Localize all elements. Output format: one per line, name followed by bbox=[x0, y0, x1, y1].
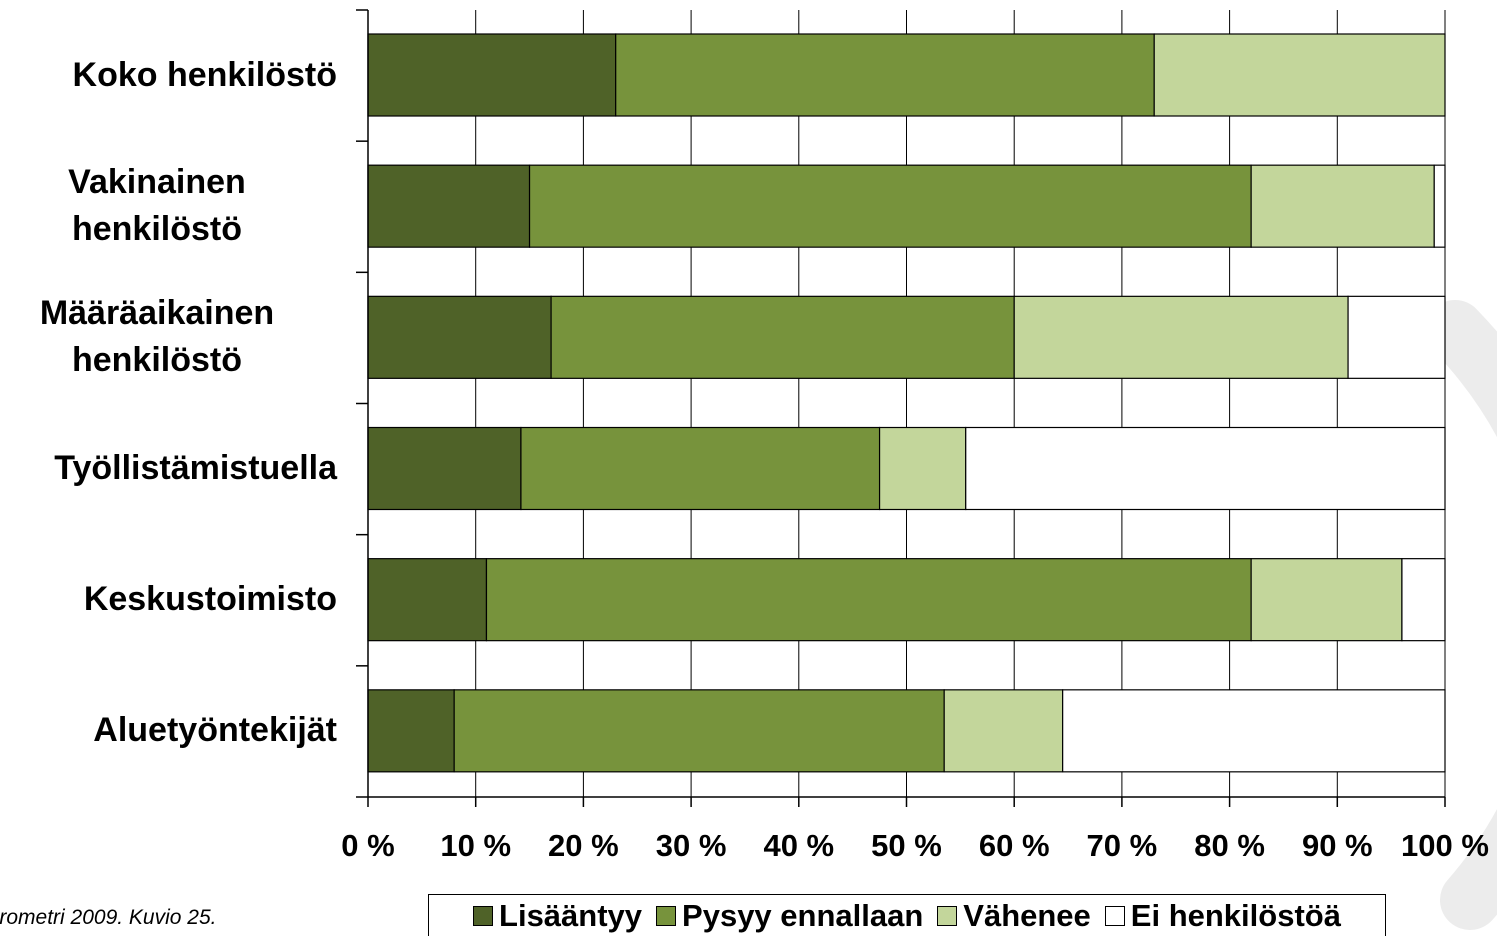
bar-segment bbox=[944, 690, 1062, 772]
legend-swatch bbox=[656, 906, 676, 926]
category-label: Aluetyöntekijät bbox=[0, 707, 337, 754]
bar-segment bbox=[368, 165, 530, 247]
category-label-line: Määräaikainen bbox=[0, 290, 337, 337]
x-tick-label: 100 % bbox=[1390, 828, 1497, 864]
bar-segment bbox=[1063, 690, 1445, 772]
category-label-line: Koko henkilöstö bbox=[0, 52, 337, 99]
legend-item: Ei henkilöstöä bbox=[1105, 898, 1341, 934]
bar-segment bbox=[530, 165, 1252, 247]
bar-segment bbox=[1014, 296, 1348, 378]
category-label: Keskustoimisto bbox=[0, 576, 337, 623]
bar-segment bbox=[616, 34, 1154, 116]
gridlines bbox=[368, 10, 1445, 797]
x-tick-label: 70 % bbox=[1067, 828, 1177, 864]
bar-segment bbox=[454, 690, 944, 772]
legend-label: Pysyy ennallaan bbox=[682, 898, 923, 934]
legend-label: Lisääntyy bbox=[499, 898, 642, 934]
category-label: Koko henkilöstö bbox=[0, 52, 337, 99]
category-label: Työllistämistuella bbox=[0, 445, 337, 492]
legend-swatch bbox=[1105, 906, 1125, 926]
bar-segment bbox=[368, 428, 521, 510]
legend: Lisääntyy Pysyy ennallaan Vähenee Ei henkil… bbox=[428, 894, 1386, 936]
bar-segment bbox=[1251, 559, 1402, 641]
legend-swatch bbox=[473, 906, 493, 926]
x-tick-label: 90 % bbox=[1282, 828, 1392, 864]
category-label: Määräaikainen henkilöstö bbox=[0, 290, 337, 384]
bar-segment bbox=[368, 34, 616, 116]
category-label: Vakinainen henkilöstö bbox=[0, 159, 337, 253]
x-tick-label: 0 % bbox=[313, 828, 423, 864]
legend-label: Ei henkilöstöä bbox=[1131, 898, 1341, 934]
legend-swatch bbox=[937, 906, 957, 926]
bar-segment bbox=[486, 559, 1251, 641]
legend-label: Vähenee bbox=[963, 898, 1091, 934]
bar-segment bbox=[1154, 34, 1445, 116]
bar-segment bbox=[880, 428, 966, 510]
bar-segment bbox=[551, 296, 1014, 378]
axes bbox=[356, 10, 1445, 807]
bar-segment bbox=[1348, 296, 1445, 378]
x-tick-label: 30 % bbox=[636, 828, 746, 864]
x-tick-label: 10 % bbox=[421, 828, 531, 864]
source-note: stöbarometri 2009. Kuvio 25. bbox=[0, 906, 217, 930]
category-label-line: henkilöstö bbox=[0, 206, 337, 253]
bar-segment bbox=[368, 690, 454, 772]
x-tick-label: 50 % bbox=[852, 828, 962, 864]
legend-item: Lisääntyy bbox=[473, 898, 642, 934]
bar-segment bbox=[1434, 165, 1445, 247]
x-tick-label: 20 % bbox=[528, 828, 638, 864]
category-label-line: Aluetyöntekijät bbox=[0, 707, 337, 754]
category-label-line: Vakinainen bbox=[0, 159, 337, 206]
category-label-line: Keskustoimisto bbox=[0, 576, 337, 623]
bar-segment bbox=[966, 428, 1445, 510]
category-label-line: henkilöstö bbox=[0, 337, 337, 384]
x-tick-label: 60 % bbox=[959, 828, 1069, 864]
bar-segment bbox=[1251, 165, 1434, 247]
bar-segment bbox=[521, 428, 880, 510]
x-tick-label: 80 % bbox=[1175, 828, 1285, 864]
bar-segment bbox=[368, 559, 486, 641]
watermark-arc bbox=[1455, 330, 1497, 900]
watermark-arc-shape bbox=[1455, 330, 1497, 900]
bar-segment bbox=[368, 296, 551, 378]
x-tick-label: 40 % bbox=[744, 828, 854, 864]
category-label-line: Työllistämistuella bbox=[0, 445, 337, 492]
bar-segment bbox=[1402, 559, 1445, 641]
legend-item: Pysyy ennallaan bbox=[656, 898, 923, 934]
legend-item: Vähenee bbox=[937, 898, 1091, 934]
